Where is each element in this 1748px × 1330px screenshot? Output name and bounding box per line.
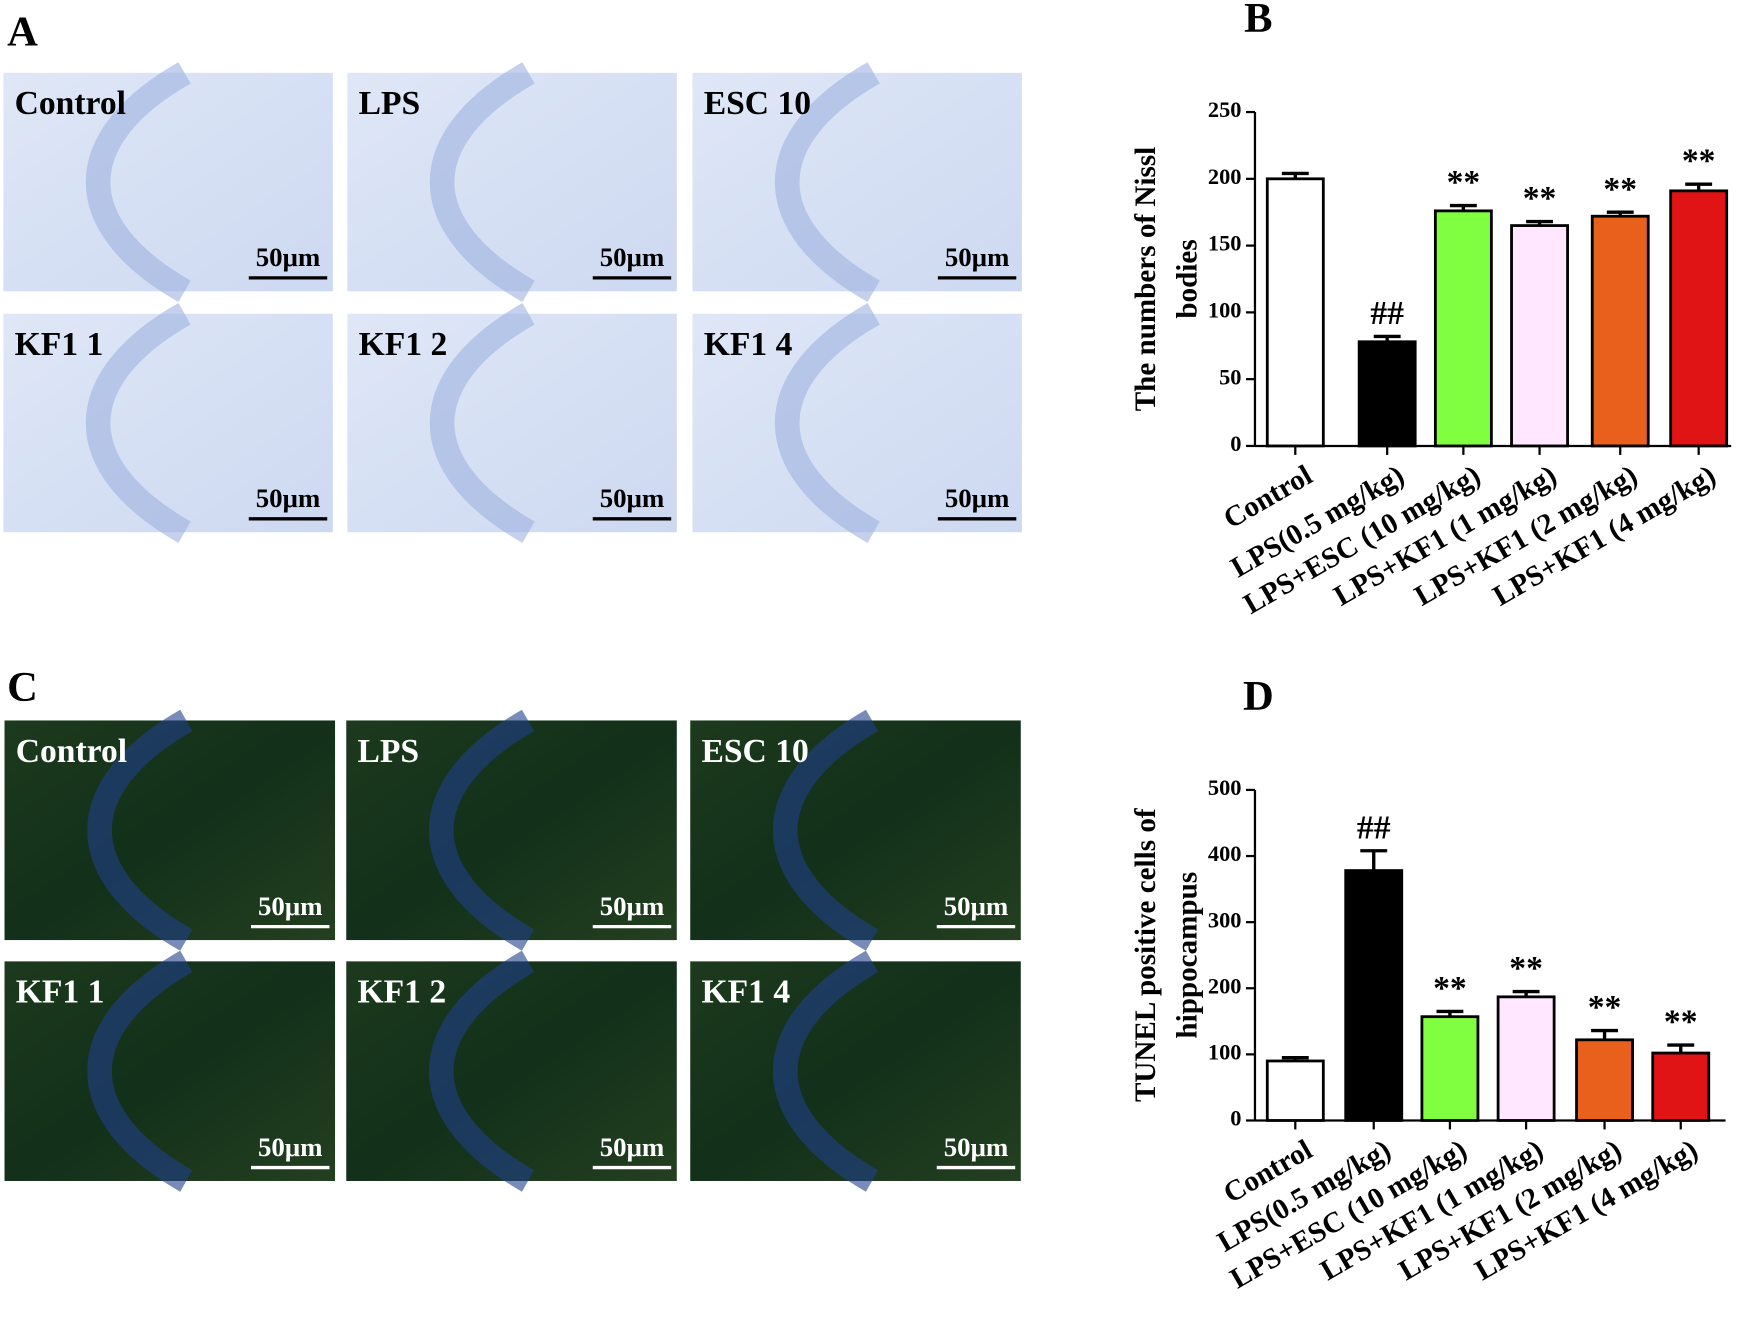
scale-label: 50μm xyxy=(600,891,664,921)
bar xyxy=(1357,340,1417,448)
image-label: KF1 1 xyxy=(15,326,104,363)
y-axis-label: The numbers of Nissl xyxy=(1130,147,1162,412)
bar xyxy=(1590,214,1650,448)
significance-label: ** xyxy=(1603,171,1637,208)
cell-layer xyxy=(429,709,535,951)
image-label: KF1 2 xyxy=(359,326,448,363)
y-tick-label: 0 xyxy=(1230,431,1241,456)
image-label: LPS xyxy=(359,85,421,122)
bar xyxy=(1651,1051,1711,1122)
cell-layer xyxy=(429,950,535,1192)
micrograph xyxy=(690,961,1021,1181)
cell-layer xyxy=(87,709,193,951)
significance-label: ** xyxy=(1588,989,1622,1026)
micrograph xyxy=(346,720,677,941)
cell-layer xyxy=(86,303,191,543)
bar xyxy=(1496,995,1556,1122)
micrograph xyxy=(347,72,677,292)
scale-label: 50μm xyxy=(944,1132,1009,1162)
significance-label: ** xyxy=(1523,180,1557,217)
micrograph xyxy=(690,720,1021,941)
significance-label: ## xyxy=(1370,295,1404,332)
image-label: KF1 1 xyxy=(16,974,105,1011)
cell-layer xyxy=(87,950,193,1192)
scale-label: 50μm xyxy=(944,891,1009,921)
cell-layer xyxy=(775,303,880,543)
panel-letter: C xyxy=(7,664,38,711)
cell-layer xyxy=(775,62,880,303)
bar xyxy=(1420,1015,1480,1122)
micrograph xyxy=(692,72,1022,292)
panel-letter: D xyxy=(1243,673,1274,720)
significance-label: ** xyxy=(1682,143,1716,180)
y-tick-label: 100 xyxy=(1208,1040,1242,1065)
cell-layer xyxy=(773,709,879,951)
bar xyxy=(1344,869,1404,1122)
y-tick-label: 150 xyxy=(1208,231,1242,256)
bar xyxy=(1265,177,1325,448)
bar xyxy=(1265,1059,1325,1122)
significance-label: ** xyxy=(1447,164,1481,201)
panel-letter: A xyxy=(7,9,38,56)
y-axis-label: TUNEL positive cells of xyxy=(1130,808,1162,1102)
y-axis-label: hippocampus xyxy=(1172,872,1204,1039)
micrograph xyxy=(3,72,333,292)
scale-label: 50μm xyxy=(600,1132,664,1162)
image-label: KF1 4 xyxy=(701,974,790,1011)
bar xyxy=(1510,224,1569,448)
scale-label: 50μm xyxy=(945,483,1010,513)
significance-label: ** xyxy=(1509,950,1543,987)
y-tick-label: 300 xyxy=(1208,907,1242,932)
micrograph xyxy=(347,313,677,533)
scale-label: 50μm xyxy=(258,1132,323,1162)
scale-label: 50μm xyxy=(945,242,1010,272)
micrograph xyxy=(4,720,336,941)
y-axis-label: bodies xyxy=(1172,239,1204,318)
y-tick-label: 400 xyxy=(1208,841,1242,866)
cell-layer xyxy=(773,950,879,1192)
scale-label: 50μm xyxy=(600,483,664,513)
micrograph xyxy=(3,313,333,533)
image-label: Control xyxy=(16,733,127,770)
y-tick-label: 200 xyxy=(1208,973,1242,998)
y-tick-label: 50 xyxy=(1219,364,1241,389)
bar xyxy=(1669,189,1729,448)
significance-label: ** xyxy=(1433,970,1467,1007)
significance-label: ## xyxy=(1357,809,1391,846)
cell-layer xyxy=(86,62,191,303)
scale-label: 50μm xyxy=(256,242,321,272)
image-label: ESC 10 xyxy=(701,733,808,770)
y-tick-label: 250 xyxy=(1208,97,1242,122)
image-label: KF1 2 xyxy=(357,974,446,1011)
image-label: KF1 4 xyxy=(704,326,793,363)
cell-layer xyxy=(430,303,535,543)
cell-layer xyxy=(430,62,535,303)
significance-label: ** xyxy=(1664,1004,1698,1041)
micrograph xyxy=(4,961,336,1181)
y-tick-label: 200 xyxy=(1208,164,1242,189)
micrograph xyxy=(346,961,677,1181)
panel-letter: B xyxy=(1244,0,1272,42)
image-label: ESC 10 xyxy=(704,85,811,122)
micrograph xyxy=(692,313,1022,533)
scale-label: 50μm xyxy=(600,242,664,272)
scale-label: 50μm xyxy=(258,891,323,921)
y-tick-label: 100 xyxy=(1208,298,1242,323)
bar xyxy=(1575,1038,1634,1122)
image-label: LPS xyxy=(357,733,419,770)
y-tick-label: 0 xyxy=(1230,1106,1241,1131)
y-tick-label: 500 xyxy=(1208,775,1242,800)
image-label: Control xyxy=(15,85,126,122)
scale-label: 50μm xyxy=(256,483,321,513)
bar xyxy=(1433,209,1493,448)
